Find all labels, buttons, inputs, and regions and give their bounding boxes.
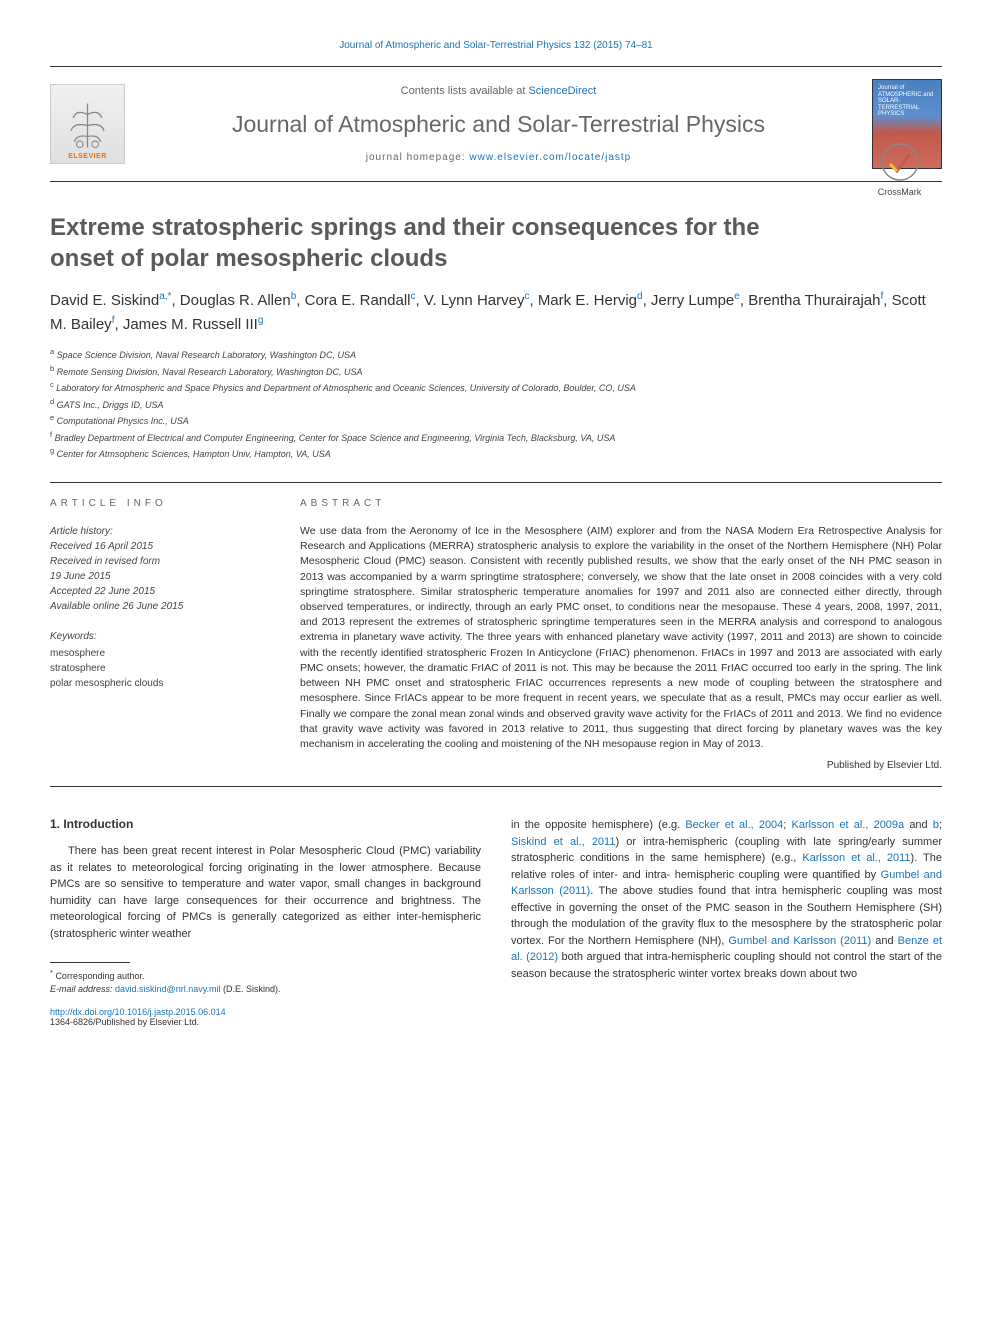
homepage-link[interactable]: www.elsevier.com/locate/jastp [469,152,631,163]
citation-link[interactable]: Gumbel and Karlsson (2011) [728,935,871,947]
citation-link[interactable]: Becker et al., 2004 [685,819,783,831]
author-affil-link[interactable]: c [411,291,416,302]
affiliation: f Bradley Department of Electrical and C… [50,429,942,446]
author: Douglas R. Allenb [180,292,296,309]
author-affil-link[interactable]: d [637,291,643,302]
affiliation: a Space Science Division, Naval Research… [50,346,942,363]
journal-title: Journal of Atmospheric and Solar-Terrest… [145,111,852,138]
article-title: Extreme stratospheric springs and their … [50,212,830,274]
affiliation: b Remote Sensing Division, Naval Researc… [50,363,942,380]
author-affil-link[interactable]: f [112,315,115,326]
author: David E. Siskinda,* [50,292,171,309]
author: V. Lynn Harveyc [424,292,530,309]
corresponding-author-footnote: * Corresponding author. E-mail address: … [50,968,481,995]
affiliation: e Computational Physics Inc., USA [50,412,942,429]
history-line: Available online 26 June 2015 [50,599,260,614]
author-list: David E. Siskinda,*, Douglas R. Allenb, … [50,289,942,336]
author-email-link[interactable]: david.siskind@nrl.navy.mil [115,984,221,994]
article-info-heading: article info [50,498,260,509]
body-text-columns: 1. Introduction There has been great rec… [50,817,942,1027]
author: Cora E. Randallc [305,292,416,309]
author-affil-link[interactable]: e [734,291,740,302]
history-line: Received 16 April 2015 [50,539,260,554]
citation-link[interactable]: Karlsson et al., 2009a [792,819,905,831]
publisher-name: ELSEVIER [68,153,107,160]
keyword: stratosphere [50,661,260,676]
intro-para-2: in the opposite hemisphere) (e.g. Becker… [511,817,942,982]
citation-link[interactable]: Karlsson et al., 2011 [802,852,910,864]
history-line: 19 June 2015 [50,569,260,584]
citation-link[interactable]: Gumbel and Karlsson (2011) [511,869,942,898]
affiliation: d GATS Inc., Driggs ID, USA [50,396,942,413]
history-line: Received in revised form [50,554,260,569]
keyword: mesosphere [50,646,260,661]
author: James M. Russell IIIg [123,316,264,333]
journal-header: ELSEVIER Contents lists available at Sci… [50,66,942,182]
history-line: Accepted 22 June 2015 [50,584,260,599]
author: Jerry Lumpee [651,292,740,309]
affiliation: g Center for Atmsopheric Sciences, Hampt… [50,445,942,462]
keywords-block: Keywords: mesospherestratospherepolar me… [50,629,260,691]
author-affil-link[interactable]: g [258,315,264,326]
crossmark-badge[interactable]: CrossMark [857,142,942,197]
article-history: Article history: Received 16 April 2015R… [50,524,260,614]
citation-link[interactable]: Benze et al. (2012) [511,935,942,964]
affiliation-list: a Space Science Division, Naval Research… [50,346,942,462]
footnote-separator [50,962,130,963]
author-affil-link[interactable]: f [881,291,884,302]
elsevier-tree-icon [60,98,115,153]
abstract-text: We use data from the Aeronomy of Ice in … [300,524,942,752]
publisher-note: Published by Elsevier Ltd. [300,760,942,771]
author-affil-link[interactable]: c [524,291,529,302]
journal-homepage: journal homepage: www.elsevier.com/locat… [145,152,852,163]
keyword: polar mesospheric clouds [50,676,260,691]
contents-available: Contents lists available at ScienceDirec… [145,85,852,97]
crossmark-icon [880,142,920,182]
intro-heading: 1. Introduction [50,817,481,831]
abstract-heading: abstract [300,498,942,509]
author: Brentha Thurairajahf [748,292,883,309]
intro-para-1: There has been great recent interest in … [50,843,481,942]
author-affil-link[interactable]: b [291,291,297,302]
author-affil-link[interactable]: a,* [159,291,171,302]
sciencedirect-link[interactable]: ScienceDirect [528,85,596,97]
citation-link[interactable]: Siskind et al., 2011 [511,836,615,848]
doi-block: http://dx.doi.org/10.1016/j.jastp.2015.0… [50,1007,481,1027]
journal-citation[interactable]: Journal of Atmospheric and Solar-Terrest… [50,40,942,51]
author: Mark E. Hervigd [538,292,643,309]
affiliation: c Laboratory for Atmospheric and Space P… [50,379,942,396]
elsevier-logo[interactable]: ELSEVIER [50,84,125,164]
doi-link[interactable]: http://dx.doi.org/10.1016/j.jastp.2015.0… [50,1007,226,1017]
article-info-section: article info Article history: Received 1… [50,482,942,787]
citation-link[interactable]: b [933,819,939,831]
